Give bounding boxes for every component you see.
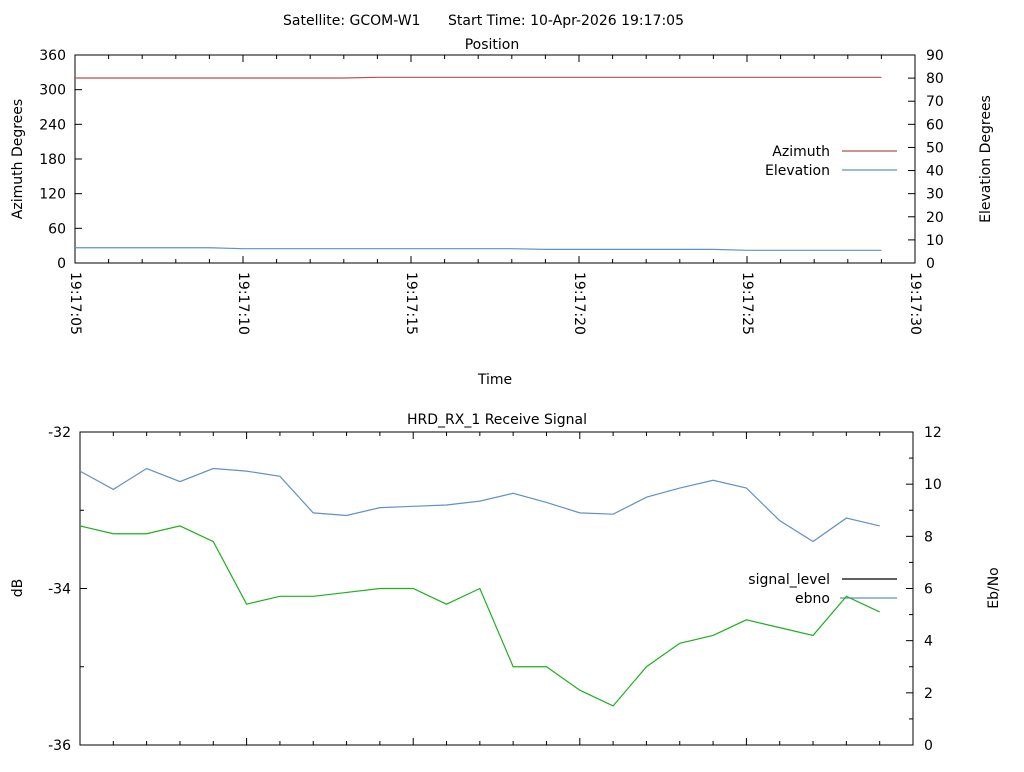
y-tick-label-right: 0: [924, 738, 933, 754]
ebno-line: [79, 467, 880, 543]
Elevation-line: [75, 247, 882, 251]
chart1-ylabel-left: Azimuth Degrees: [10, 99, 26, 219]
y-tick-label-right: 10: [924, 477, 942, 493]
chart2-plot-area: -32 -34 -36 0 2 4 6 8 10 12: [48, 425, 942, 754]
y-tick-label-left: 60: [48, 221, 66, 237]
y-tick-label-right: 20: [926, 210, 944, 226]
x-tick-label: 19:17:30: [907, 272, 923, 335]
chart-position: Position Azimuth Degrees Elevation Degre…: [10, 37, 994, 388]
legend-label-azimuth: Azimuth: [772, 144, 830, 160]
y-tick-label-right: 4: [924, 634, 933, 650]
x-tick-label: 19:17:05: [67, 272, 83, 335]
y-tick-label-right: 0: [926, 256, 935, 272]
chart1-title: Position: [465, 37, 520, 53]
y-tick-label-left: -34: [48, 582, 71, 598]
x-tick-label: 19:17:10: [235, 272, 251, 335]
chart2-legend: signal_level ebno: [748, 572, 897, 607]
Azimuth-line: [75, 76, 882, 79]
y-tick-label-left: 120: [39, 187, 66, 203]
x-tick-label: 19:17:20: [571, 272, 587, 335]
y-tick-label-right: 2: [924, 686, 933, 702]
chart1-plot-area: 19:17:05 19:17:10 19:17:15 19:17:20 19:17:25…: [39, 48, 944, 335]
y-tick-label-right: 90: [926, 48, 944, 64]
y-tick-label-right: 10: [926, 233, 944, 249]
legend-label-elevation: Elevation: [765, 163, 830, 179]
chart1-ylabel-right: Elevation Degrees: [978, 95, 994, 223]
y-tick-label-right: 30: [926, 187, 944, 203]
chart2-ylabel-right: Eb/No: [986, 567, 1002, 609]
plot-border: [79, 431, 914, 746]
chart2-ylabel-left: dB: [10, 579, 26, 598]
y-tick-label-right: 12: [924, 425, 942, 441]
y-tick-label-right: 50: [926, 140, 944, 156]
y-tick-label-left: 0: [57, 256, 66, 272]
y-tick-label-left: 180: [39, 152, 66, 168]
legend-label-signal-level: signal_level: [748, 572, 830, 588]
start-time-title: Start Time: 10-Apr-2026 19:17:05: [448, 13, 684, 29]
y-tick-label-left: 240: [39, 117, 66, 133]
y-tick-label-left: -32: [48, 425, 71, 441]
signal_level-line: [79, 525, 880, 707]
chart2-title: HRD_RX_1 Receive Signal: [407, 412, 587, 428]
x-tick-label: 19:17:25: [739, 272, 755, 335]
y-tick-label-right: 40: [926, 164, 944, 180]
y-tick-label-right: 60: [926, 117, 944, 133]
y-tick-label-right: 70: [926, 94, 944, 110]
chart-receive-signal: HRD_RX_1 Receive Signal dB Eb/No signal_…: [10, 412, 1002, 754]
y-tick-label-right: 8: [924, 529, 933, 545]
legend-label-ebno: ebno: [795, 591, 830, 607]
chart1-legend: Azimuth Elevation: [765, 144, 897, 179]
y-tick-label-left: 300: [39, 83, 66, 99]
y-tick-label-left: -36: [48, 738, 71, 754]
x-tick-label: 19:17:15: [403, 272, 419, 335]
chart1-xlabel: Time: [477, 372, 512, 388]
y-tick-label-right: 6: [924, 582, 933, 598]
y-tick-label-right: 80: [926, 71, 944, 87]
satellite-title: Satellite: GCOM-W1: [283, 13, 420, 29]
y-tick-label-left: 360: [39, 48, 66, 64]
